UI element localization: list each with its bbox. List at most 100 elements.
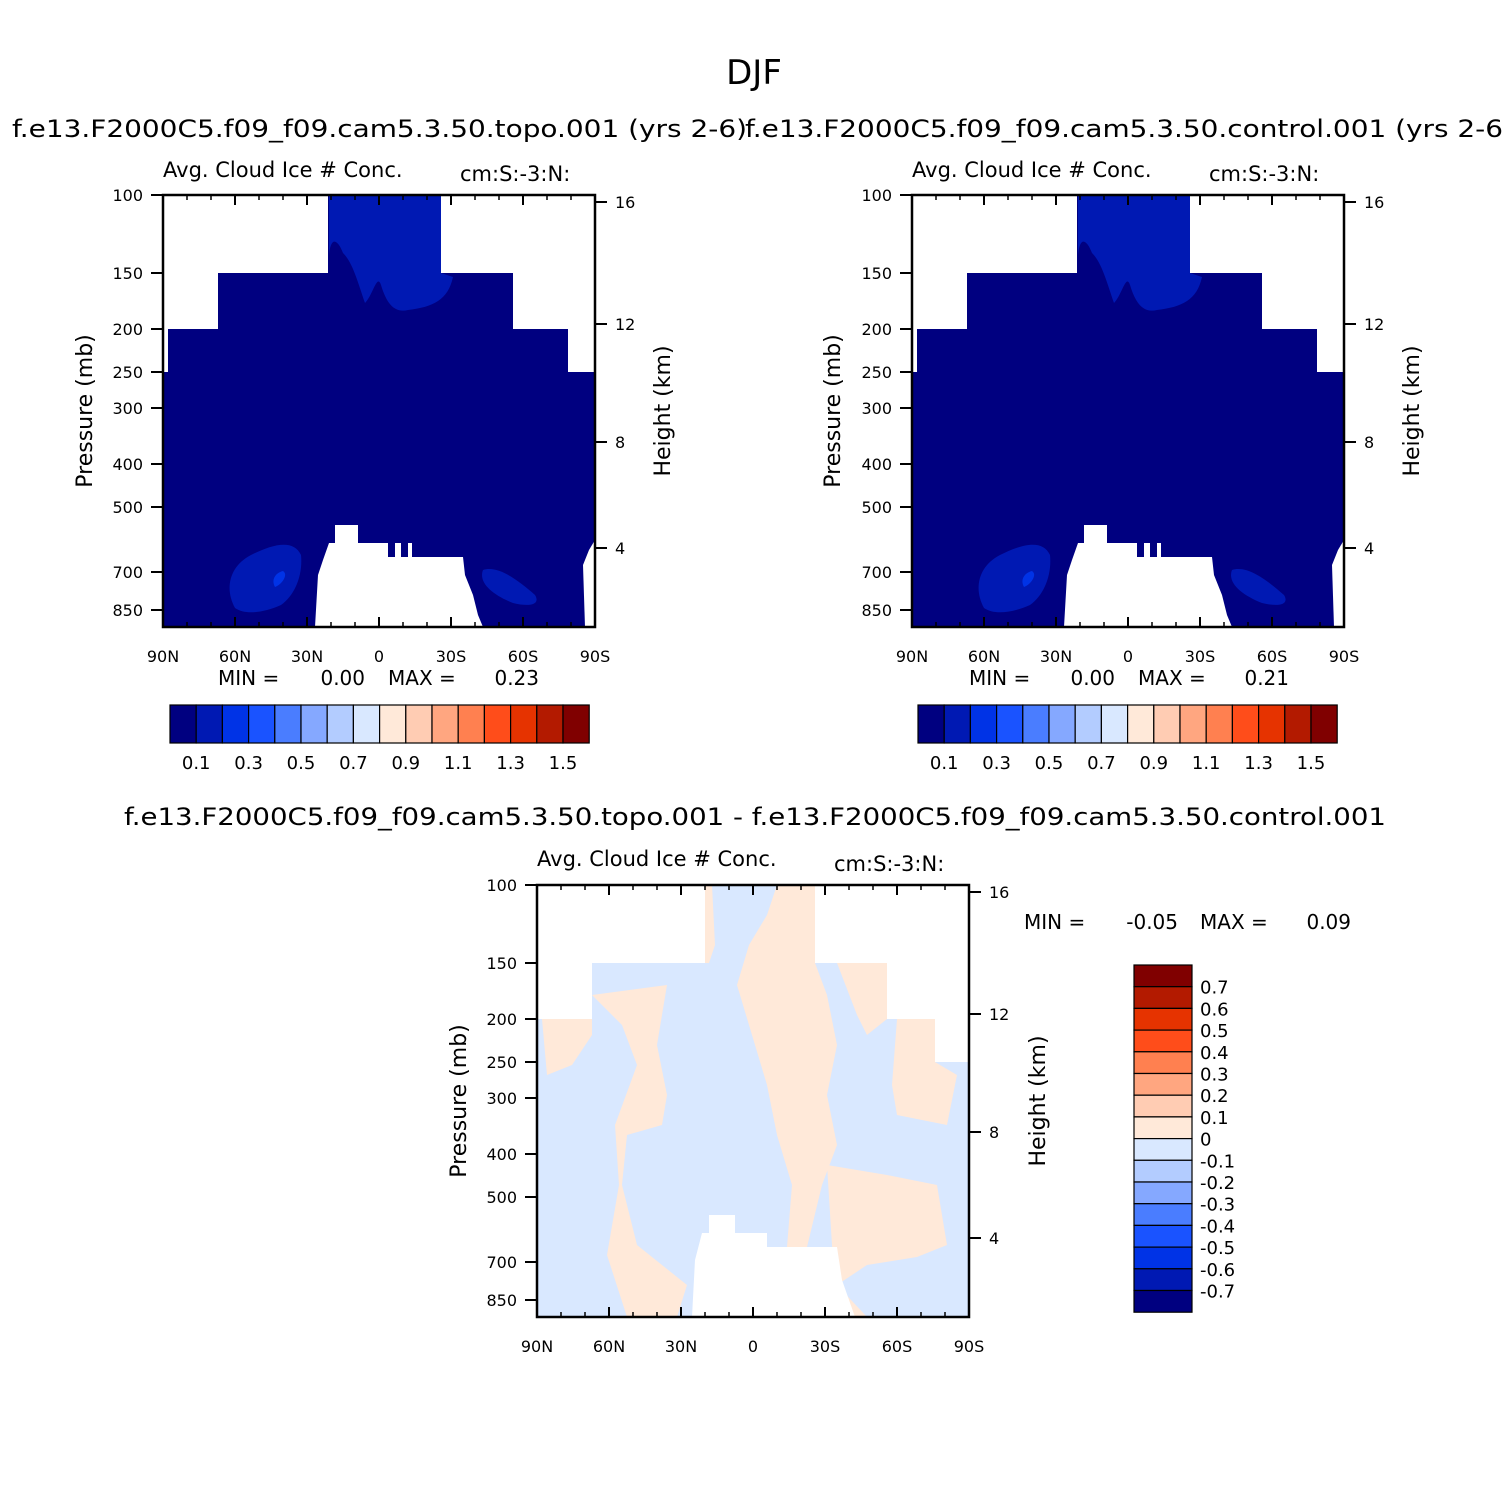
panel-topo-max-value: 0.23	[494, 666, 539, 690]
x-tick-label: 60N	[968, 647, 1000, 666]
panel-difference-field	[537, 885, 969, 1317]
field-lobe-core	[273, 571, 286, 587]
field-lobe-core	[1022, 571, 1035, 587]
x-tick-label: 30S	[1185, 647, 1216, 666]
y-tick-label: 200	[112, 320, 143, 339]
colorbar-label: -0.7	[1200, 1282, 1235, 1303]
colorbar-swatch	[1133, 1289, 1193, 1313]
y-right-tick-label: 12	[1364, 315, 1384, 334]
colorbar-swatch	[405, 704, 433, 744]
colorbar-label: -0.6	[1200, 1260, 1235, 1281]
x-tick-label: 60S	[1257, 647, 1288, 666]
y-tick-label: 500	[486, 1188, 517, 1207]
diff-field-positive	[837, 963, 887, 1035]
colorbar-label: 1.5	[549, 753, 578, 774]
colorbar-swatch	[1133, 1051, 1193, 1075]
colorbar-swatch	[1133, 1246, 1193, 1270]
field-lobe-lower-left	[229, 544, 302, 613]
terrain-notch	[1144, 543, 1150, 559]
colorbar-label: -0.2	[1200, 1173, 1235, 1194]
colorbar-swatch	[483, 704, 512, 744]
colorbar-swatch	[1133, 1072, 1193, 1096]
panel-difference-colorbar: 0.70.60.50.40.30.20.10-0.1-0.2-0.3-0.4-0…	[1133, 964, 1235, 1313]
colorbar-label: 0.3	[234, 753, 263, 774]
main-title: DJF	[726, 53, 782, 93]
colorbar-swatch	[1133, 1029, 1193, 1053]
x-tick-label: 0	[748, 1337, 758, 1356]
y-tick-label: 300	[486, 1089, 517, 1108]
field-lobe-lower-right	[482, 569, 537, 605]
colorbar-swatch	[1133, 964, 1193, 988]
colorbar-swatch	[1133, 1094, 1193, 1118]
y-tick-label: 400	[486, 1145, 517, 1164]
colorbar-swatch	[326, 704, 355, 744]
panel-topo-left-title: Avg. Cloud Ice # Conc.	[163, 158, 403, 182]
x-tick-label: 0	[374, 647, 384, 666]
colorbar-label: 1.5	[1297, 753, 1326, 774]
colorbar-label: 0.5	[287, 753, 316, 774]
colorbar-swatch	[1310, 704, 1338, 744]
x-tick-label: 90N	[896, 647, 928, 666]
panel-control-title: f.e13.F2000C5.f09_f09.cam5.3.50.control.…	[745, 115, 1503, 143]
panel-topo-max-label: MAX =	[388, 666, 456, 690]
y-right-tick-label: 12	[615, 315, 635, 334]
y-right-tick-label: 4	[1364, 539, 1374, 558]
y-tick-label: 300	[861, 399, 892, 418]
y-right-tick-label: 16	[989, 883, 1009, 902]
colorbar-swatch	[248, 704, 276, 744]
panel-topo: f.e13.F2000C5.f09_f09.cam5.3.50.topo.001…	[12, 115, 747, 774]
panel-difference: f.e13.F2000C5.f09_f09.cam5.3.50.topo.001…	[124, 803, 1386, 1356]
colorbar-swatch	[536, 704, 564, 744]
field-lobe-lower-right	[1231, 569, 1286, 605]
colorbar-swatch	[169, 704, 197, 744]
colorbar-label: 0	[1200, 1130, 1211, 1151]
diff-field-positive	[892, 1019, 957, 1125]
colorbar-label: -0.5	[1200, 1238, 1235, 1259]
colorbar-label: 0.7	[339, 753, 368, 774]
y-tick-label: 150	[486, 954, 517, 973]
y-tick-label: 850	[861, 601, 892, 620]
colorbar-swatch	[1284, 704, 1312, 744]
terrain-mask	[692, 1215, 855, 1317]
colorbar-label: 0.1	[182, 753, 211, 774]
colorbar-swatch	[431, 704, 459, 744]
colorbar-swatch	[1133, 1224, 1193, 1248]
y-tick-label: 100	[112, 186, 143, 205]
panel-control-left-title: Avg. Cloud Ice # Conc.	[912, 158, 1152, 182]
panel-topo-colorbar: 0.1 0.3 0.5 0.7 0.9 1.1 1.3 1.5	[169, 704, 590, 774]
panel-difference-ylabel-right: Height (km)	[1026, 1035, 1051, 1166]
colorbar-label: 0.6	[1200, 999, 1229, 1020]
colorbar-label: 0.2	[1200, 1086, 1229, 1107]
terrain-mask	[1064, 525, 1232, 627]
colorbar-swatch	[1133, 1181, 1193, 1205]
colorbar-label: 1.3	[1244, 753, 1273, 774]
panel-topo-ylabel-right: Height (km)	[651, 345, 676, 476]
panel-difference-left-title: Avg. Cloud Ice # Conc.	[537, 847, 777, 871]
colorbar-swatch	[352, 704, 381, 744]
colorbar-label: -0.3	[1200, 1195, 1235, 1216]
y-tick-label: 700	[861, 563, 892, 582]
colorbar-swatch	[1257, 704, 1286, 744]
terrain-mask	[315, 525, 483, 627]
colorbar-label: -0.1	[1200, 1151, 1235, 1172]
panel-difference-title: f.e13.F2000C5.f09_f09.cam5.3.50.topo.001…	[124, 803, 1386, 831]
y-right-tick-label: 16	[615, 193, 635, 212]
y-tick-label: 250	[861, 363, 892, 382]
y-right-tick-label: 16	[1364, 193, 1384, 212]
x-tick-label: 90S	[1329, 647, 1360, 666]
x-tick-label: 30S	[810, 1337, 841, 1356]
panel-control-ylabel-right: Height (km)	[1400, 345, 1425, 476]
panel-difference-min-value: -0.05	[1126, 910, 1178, 934]
colorbar-label: 0.3	[982, 753, 1011, 774]
x-tick-label: 60N	[219, 647, 251, 666]
colorbar-label: 0.9	[391, 753, 420, 774]
panel-topo-title: f.e13.F2000C5.f09_f09.cam5.3.50.topo.001…	[12, 115, 747, 143]
panel-control-field	[912, 195, 1344, 627]
x-tick-label: 30S	[436, 647, 467, 666]
x-tick-label: 30N	[1040, 647, 1072, 666]
x-tick-label: 30N	[665, 1337, 697, 1356]
colorbar-swatch	[1133, 1137, 1193, 1161]
x-tick-label: 90N	[521, 1337, 553, 1356]
panel-control-min-value: 0.00	[1070, 666, 1115, 690]
panel-topo-min-value: 0.00	[320, 666, 365, 690]
